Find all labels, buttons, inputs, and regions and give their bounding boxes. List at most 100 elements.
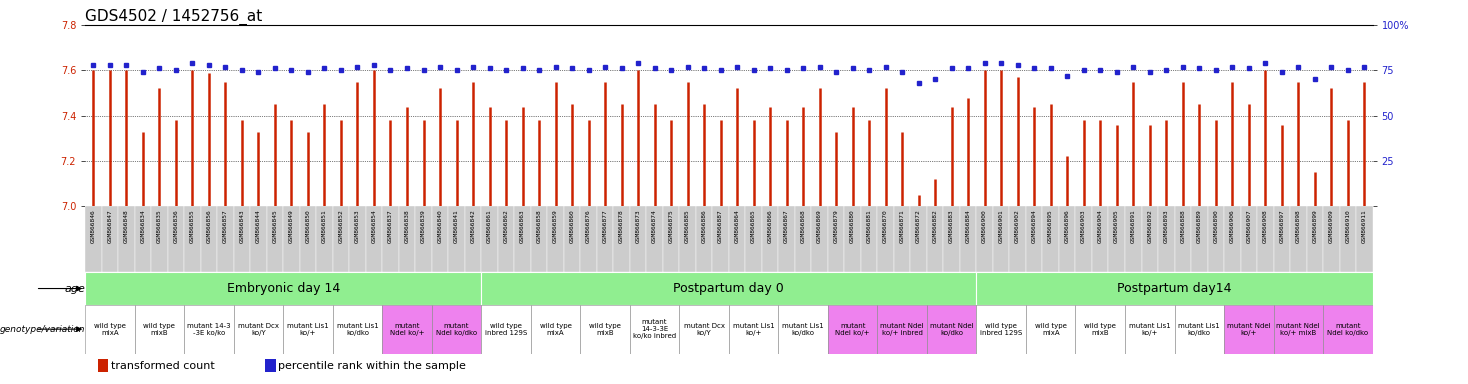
Bar	[548, 206, 564, 273]
Bar	[712, 206, 730, 273]
Text: GSM866886: GSM866886	[702, 210, 706, 243]
Text: GSM866854: GSM866854	[371, 210, 376, 243]
Text: Embryonic day 14: Embryonic day 14	[226, 282, 339, 295]
Text: wild type
mixA: wild type mixA	[540, 323, 571, 336]
Bar	[910, 206, 926, 273]
Bar	[432, 206, 448, 273]
Text: mutant Ndel
ko/dko: mutant Ndel ko/dko	[929, 323, 973, 336]
Bar	[184, 305, 233, 354]
Text: wild type
mixB: wild type mixB	[589, 323, 621, 336]
Text: GSM866888: GSM866888	[1180, 210, 1185, 243]
Bar	[283, 305, 333, 354]
Bar	[1340, 206, 1356, 273]
Bar	[117, 206, 135, 273]
Text: GSM866897: GSM866897	[1279, 210, 1284, 243]
Bar	[730, 305, 778, 354]
Text: GSM866899: GSM866899	[1312, 210, 1317, 243]
Text: mutant Ndel
ko/+ inbred: mutant Ndel ko/+ inbred	[881, 323, 923, 336]
Bar	[1010, 206, 1026, 273]
Text: GSM866867: GSM866867	[784, 210, 790, 243]
Text: GSM866836: GSM866836	[173, 210, 179, 243]
Text: GSM866876: GSM866876	[586, 210, 592, 243]
Bar	[696, 206, 712, 273]
Bar	[217, 206, 233, 273]
Bar	[680, 305, 730, 354]
Text: mutant
Ndel ko/dko: mutant Ndel ko/dko	[1327, 323, 1368, 336]
Bar	[944, 206, 960, 273]
Text: age: age	[65, 283, 85, 293]
Text: GSM866838: GSM866838	[405, 210, 410, 243]
Text: wild type
inbred 129S: wild type inbred 129S	[484, 323, 527, 336]
Text: GSM866889: GSM866889	[1196, 210, 1202, 243]
Text: GSM866904: GSM866904	[1098, 210, 1102, 243]
Bar	[1076, 206, 1092, 273]
Bar	[894, 206, 910, 273]
Text: wild type
mixA: wild type mixA	[94, 323, 126, 336]
Text: GSM866882: GSM866882	[932, 210, 938, 243]
Text: GSM866875: GSM866875	[668, 210, 674, 243]
Bar	[233, 206, 250, 273]
Bar	[448, 206, 465, 273]
Text: GSM866866: GSM866866	[768, 210, 772, 243]
Text: GSM866872: GSM866872	[916, 210, 922, 243]
Text: mutant
Ndel ko/dko: mutant Ndel ko/dko	[436, 323, 477, 336]
Bar	[1142, 206, 1158, 273]
Bar	[680, 206, 696, 273]
Bar	[630, 305, 680, 354]
Text: mutant Lis1
ko/+: mutant Lis1 ko/+	[1129, 323, 1170, 336]
Bar	[85, 305, 135, 354]
Bar	[1323, 305, 1373, 354]
Text: GSM866862: GSM866862	[504, 210, 508, 243]
Text: GSM866868: GSM866868	[800, 210, 806, 243]
Text: transformed count: transformed count	[112, 361, 214, 371]
Bar	[498, 206, 514, 273]
Bar	[976, 305, 1026, 354]
Bar	[1174, 305, 1224, 354]
Bar	[1058, 206, 1076, 273]
Text: GSM866880: GSM866880	[850, 210, 856, 243]
Text: GSM866834: GSM866834	[141, 210, 145, 243]
Text: GSM866895: GSM866895	[1048, 210, 1053, 243]
Text: GSM866840: GSM866840	[437, 210, 442, 243]
Bar	[1208, 206, 1224, 273]
Bar	[992, 206, 1010, 273]
Text: GSM866881: GSM866881	[866, 210, 872, 243]
Bar	[746, 206, 762, 273]
Bar	[415, 206, 432, 273]
Text: GSM866893: GSM866893	[1164, 210, 1169, 243]
Bar	[960, 206, 976, 273]
Text: GSM866892: GSM866892	[1148, 210, 1152, 243]
Text: GSM866908: GSM866908	[1262, 210, 1268, 243]
Text: mutant
14-3-3E
ko/ko inbred: mutant 14-3-3E ko/ko inbred	[633, 319, 677, 339]
Bar	[878, 305, 926, 354]
Bar	[250, 206, 267, 273]
Bar	[432, 305, 482, 354]
Text: GSM866884: GSM866884	[966, 210, 970, 243]
Text: GSM866869: GSM866869	[818, 210, 822, 243]
Bar	[382, 206, 399, 273]
Bar	[828, 206, 844, 273]
Text: GSM866907: GSM866907	[1246, 210, 1251, 243]
Text: GSM866891: GSM866891	[1130, 210, 1136, 243]
Text: mutant Dcx
ko/Y: mutant Dcx ko/Y	[238, 323, 279, 336]
Text: mutant
Ndel ko/+: mutant Ndel ko/+	[389, 323, 424, 336]
Text: GSM866864: GSM866864	[734, 210, 740, 243]
Bar	[597, 206, 614, 273]
Bar	[283, 206, 299, 273]
Bar	[778, 305, 828, 354]
Bar	[762, 206, 778, 273]
Text: wild type
mixA: wild type mixA	[1035, 323, 1067, 336]
Bar	[730, 206, 746, 273]
Bar	[531, 206, 548, 273]
Bar	[1124, 305, 1174, 354]
Bar	[580, 305, 630, 354]
Bar	[85, 273, 482, 305]
Bar	[1076, 305, 1124, 354]
Bar	[614, 206, 630, 273]
Bar	[828, 305, 878, 354]
Bar	[794, 206, 812, 273]
Bar	[135, 305, 184, 354]
Text: GSM866847: GSM866847	[107, 210, 113, 243]
Bar	[976, 273, 1373, 305]
Bar	[1224, 206, 1240, 273]
